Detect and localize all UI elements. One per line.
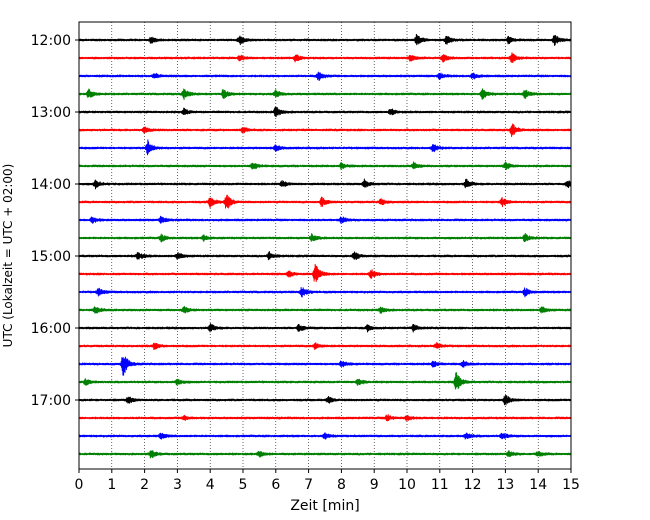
trace-line	[78, 161, 572, 170]
y-tick-label: 12:00	[31, 33, 71, 49]
x-tick-label: 13	[496, 477, 514, 493]
trace-line	[78, 323, 572, 333]
x-tick-label: 7	[304, 477, 313, 493]
trace-line	[78, 356, 572, 376]
y-tick-label: 17:00	[31, 393, 71, 409]
trace-line	[78, 372, 572, 390]
trace-line	[78, 432, 572, 440]
y-tick-label: 15:00	[31, 249, 71, 265]
x-axis-ticks: 0 1 2 3 4 5 6 7 8 9 10 11 12 13 14 15	[75, 469, 580, 493]
trace-line	[78, 215, 572, 224]
plot-frame	[78, 21, 572, 470]
trace-line	[78, 88, 572, 101]
trace-line	[78, 123, 572, 138]
x-tick-label: 0	[75, 477, 84, 493]
x-tick-label: 11	[431, 477, 449, 493]
x-tick-label: 1	[107, 477, 116, 493]
x-tick-label: 10	[398, 477, 416, 493]
trace-line	[78, 139, 572, 156]
y-tick-label: 14:00	[31, 177, 71, 193]
x-tick-label: 2	[140, 477, 149, 493]
trace-line	[78, 106, 572, 118]
trace-line	[78, 414, 572, 422]
x-tick-label: 12	[464, 477, 482, 493]
trace-line	[78, 233, 572, 243]
trace-line	[78, 450, 572, 459]
x-tick-label: 15	[562, 477, 580, 493]
y-tick-label: 13:00	[31, 105, 71, 121]
trace-line	[78, 71, 572, 81]
y-tick-label: 16:00	[31, 321, 71, 337]
x-tick-label: 14	[529, 477, 547, 493]
x-tick-label: 9	[370, 477, 379, 493]
x-tick-label: 3	[173, 477, 182, 493]
x-tick-label: 8	[337, 477, 346, 493]
trace-line	[78, 394, 572, 406]
trace-group	[78, 33, 572, 459]
y-axis-label: UTC (Lokalzeit = UTC + 02:00)	[1, 164, 15, 348]
y-axis-ticks: 12:00 13:00 14:00 15:00 16:00 17:00	[31, 33, 79, 409]
x-tick-label: 6	[271, 477, 280, 493]
trace-line	[78, 52, 572, 63]
x-axis-label: Zeit [min]	[290, 498, 359, 514]
trace-line	[78, 178, 572, 190]
trace-line	[78, 305, 572, 314]
trace-line	[78, 342, 572, 351]
x-tick-label: 4	[206, 477, 215, 493]
trace-line	[78, 287, 572, 298]
trace-line	[78, 33, 572, 46]
grid-lines	[111, 22, 539, 469]
trace-line	[78, 251, 572, 261]
trace-line	[78, 263, 572, 283]
x-tick-label: 5	[239, 477, 248, 493]
trace-line	[78, 194, 572, 209]
